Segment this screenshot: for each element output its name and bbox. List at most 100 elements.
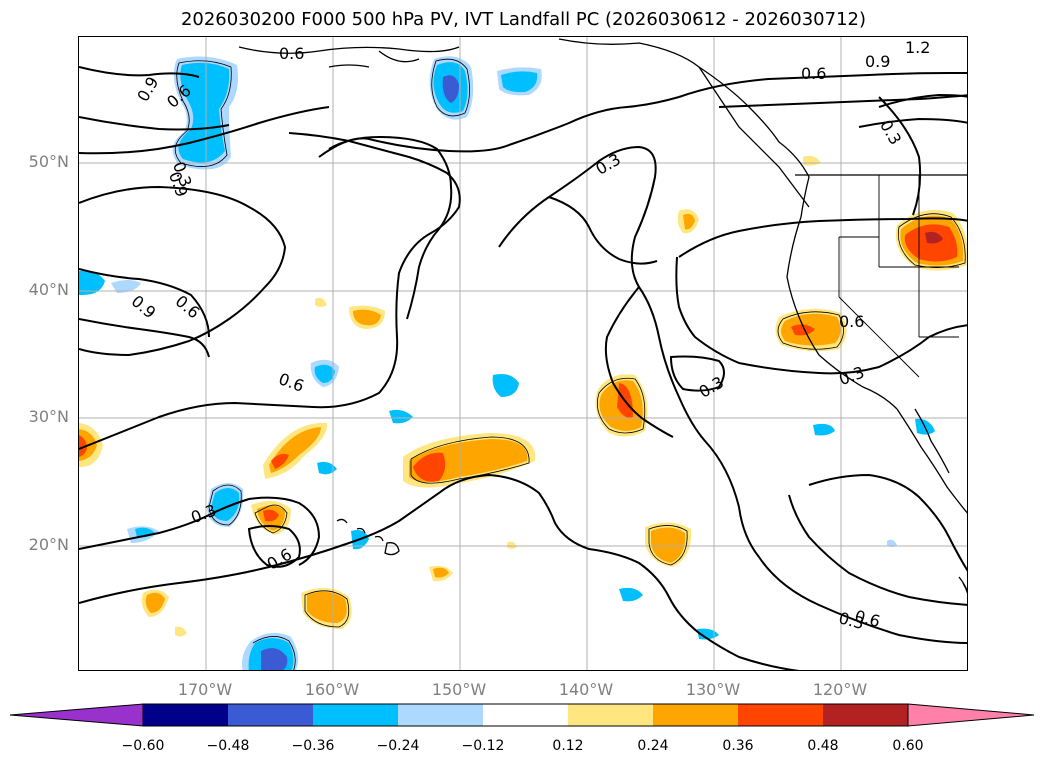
colorbar [9, 700, 1036, 734]
colorbar-tick: 0.60 [892, 738, 924, 754]
colorbar-svg [9, 703, 1035, 727]
colorbar-tick: 0.36 [722, 738, 754, 754]
contour-south-2 [79, 496, 321, 566]
anomaly-warm-14b [307, 591, 347, 623]
map-canvas: 0.6 0.9 0.6 0.3 0.6 0.9 1.2 0.6 0.9 0.3 … [79, 37, 967, 670]
map-panel[interactable]: 0.6 0.9 0.6 0.3 0.6 0.9 1.2 0.6 0.9 0.3 … [78, 36, 968, 671]
coastlines [238, 38, 967, 594]
anomaly-warm-1c [79, 435, 87, 457]
contour-label: 0.3 [696, 372, 728, 401]
colorbar-swatch [653, 704, 738, 726]
positive-anomalies [79, 155, 967, 637]
negative-anomalies [79, 56, 935, 670]
anomaly-blue-16c [261, 648, 288, 670]
contour-north-3 [79, 185, 287, 357]
anomaly-warm-17 [507, 541, 517, 549]
anomaly-blue-1b [178, 62, 230, 163]
contour-east-6 [675, 256, 967, 375]
anomaly-warm-11 [803, 155, 821, 166]
colorbar-tick: −0.60 [121, 738, 165, 754]
contour-label: 0.6 [276, 369, 306, 396]
colorbar-swatch [738, 704, 823, 726]
contour-north-4 [79, 268, 210, 358]
anomaly-warm-2c [271, 453, 289, 469]
anomaly-blue-5 [111, 280, 141, 293]
colorbar-swatch [823, 704, 908, 726]
alaska-coast [558, 38, 810, 208]
state-lines [838, 175, 959, 378]
colorbar-tick: −0.48 [206, 738, 250, 754]
contour-south-4 [808, 473, 967, 572]
contour-mid-2 [318, 96, 680, 158]
canada-coast [698, 66, 810, 218]
anomaly-warm-8b [683, 213, 695, 230]
pc-contours [174, 58, 966, 670]
anomaly-blue-7 [492, 374, 519, 397]
map-title: 2026030200 F000 500 hPa PV, IVT Landfall… [180, 9, 867, 30]
colorbar-extend-max [907, 703, 1035, 727]
anomaly-warm-3c [263, 509, 279, 522]
colorbar-swatch [228, 704, 313, 726]
anomaly-warm-16 [175, 626, 187, 637]
lon-label-130w: 130°W [685, 680, 741, 699]
lon-label-170w: 170°W [177, 680, 233, 699]
anomaly-blue-15 [813, 423, 835, 436]
contour-label: 0.9 [865, 52, 890, 71]
contour-label: 0.6 [264, 544, 296, 573]
colorbar-swatch [313, 704, 398, 726]
colorbar-tick: 0.48 [807, 738, 839, 754]
mexico-coast [958, 576, 967, 594]
contour-east-1 [498, 145, 967, 644]
contour-mid-3 [328, 135, 453, 320]
contour-east-3 [604, 286, 674, 438]
lat-label-30n: 30°N [28, 407, 69, 426]
anomaly-warm-9c [791, 324, 815, 336]
lat-label-50n: 50°N [28, 152, 69, 171]
anomaly-blue-9 [317, 461, 337, 475]
contour-east-8 [858, 93, 967, 128]
contour-label: 0.6 [279, 44, 304, 63]
contour-east-7 [669, 355, 725, 392]
colorbar-tick: 0.12 [552, 738, 584, 754]
anomaly-blue-13 [619, 587, 643, 602]
colorbar-tick: 0.24 [637, 738, 669, 754]
colorbar-swatch [143, 704, 228, 726]
anomaly-warm-13b [145, 592, 165, 613]
contour-label: 0.3 [592, 149, 624, 178]
contour-label: 0.9 [128, 291, 160, 322]
anomaly-blue-10b [211, 488, 240, 521]
anomaly-warm-4c [413, 452, 446, 482]
lat-label-20n: 20°N [28, 535, 69, 554]
hawaii-islands [336, 518, 400, 556]
anomaly-blue-2c [442, 75, 459, 103]
contour-east-5 [678, 217, 967, 258]
contour-label: 0.9 [133, 73, 162, 105]
anomaly-warm-10d [925, 231, 943, 244]
colorbar-swatch [398, 704, 483, 726]
contour-east-4 [678, 72, 967, 108]
contour-mid-1 [79, 132, 461, 450]
lon-label-150w: 150°W [431, 680, 487, 699]
anomaly-warm-5b [353, 309, 381, 326]
contour-label: 0.6 [801, 64, 826, 83]
contour-north-2 [79, 106, 330, 155]
aleutian-coast [238, 46, 460, 68]
contour-south-1 [79, 473, 800, 670]
anomaly-blue-18 [887, 539, 897, 547]
anomaly-warm-12b [651, 527, 686, 563]
anomaly-warm-15b [433, 567, 449, 578]
contour-south-5 [788, 494, 967, 606]
us-west-coast [786, 216, 898, 410]
anomaly-blue-8 [389, 409, 413, 424]
anomaly-blue-4 [79, 270, 105, 295]
contour-north-1 [79, 66, 230, 131]
anomaly-blue-6b [314, 364, 335, 383]
colorbar-tick: −0.24 [376, 738, 420, 754]
colorbar-tick: −0.36 [291, 738, 335, 754]
colorbar-outline [142, 703, 909, 727]
colorbar-swatch [483, 704, 568, 726]
contour-label: 0.6 [839, 312, 864, 331]
pv-contours [79, 66, 967, 670]
anomaly-warm-6 [315, 297, 327, 307]
contour-label: 0.6 [172, 291, 204, 322]
